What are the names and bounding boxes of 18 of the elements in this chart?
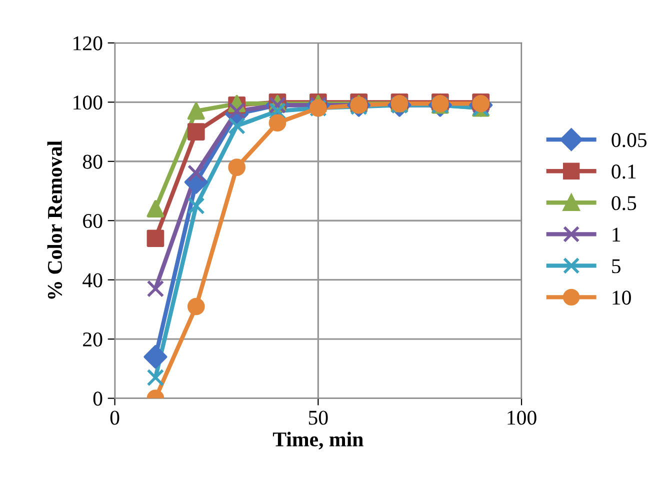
y-tick-label: 100 <box>74 96 102 110</box>
y-tick-label: 0 <box>93 392 102 406</box>
x-axis-title: Time, min <box>272 432 364 450</box>
y-tick-label: 120 <box>74 36 102 50</box>
legend-label: 0.05 <box>612 133 647 148</box>
x-tick-label: 0 <box>110 410 120 425</box>
y-tick-label: 60 <box>83 214 102 228</box>
y-tick-label: 20 <box>83 332 102 346</box>
x-tick-label: 100 <box>508 410 536 425</box>
y-tick-label: 80 <box>82 154 102 169</box>
legend-label: 10 <box>612 290 631 305</box>
legend-label: 1 <box>612 228 620 242</box>
legend-label: 0.5 <box>612 196 636 210</box>
y-tick-label: 40 <box>82 273 102 288</box>
legend-label: 0.1 <box>612 164 636 179</box>
y-axis-title: % Color Removal <box>47 140 62 299</box>
x-tick-label: 50 <box>308 410 328 425</box>
legend-label: 5 <box>612 259 621 274</box>
